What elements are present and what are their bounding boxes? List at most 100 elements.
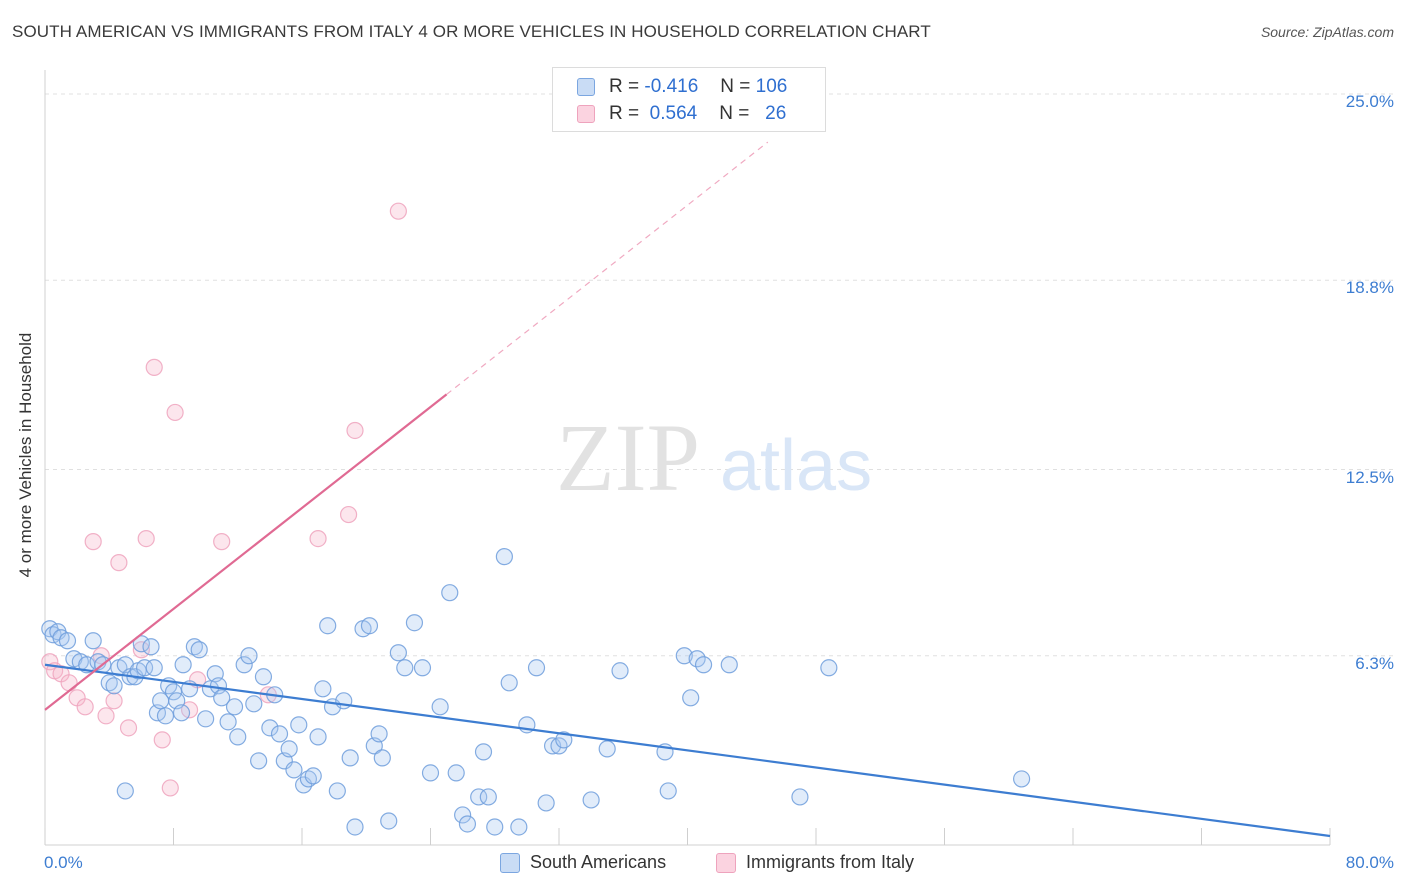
legend-swatch-blue bbox=[577, 78, 595, 96]
data-point bbox=[84, 533, 102, 551]
legend-row-immigrants-from-italy: R = 0.564 N = 26 bbox=[577, 103, 786, 125]
bottom-legend-label: Immigrants from Italy bbox=[746, 852, 915, 872]
data-point bbox=[421, 764, 440, 782]
grid-lines bbox=[45, 93, 1395, 657]
data-point bbox=[174, 656, 192, 674]
data-point bbox=[119, 719, 138, 737]
trend-line-extension bbox=[446, 141, 769, 395]
trend-lines bbox=[44, 141, 1331, 838]
watermark-atlas: atlas bbox=[720, 426, 872, 506]
data-point bbox=[474, 743, 493, 761]
data-point bbox=[328, 782, 346, 800]
legend-n-value: 106 bbox=[755, 76, 788, 97]
data-point bbox=[60, 674, 78, 692]
data-point bbox=[132, 641, 150, 659]
data-point bbox=[235, 656, 253, 674]
data-point bbox=[694, 656, 713, 674]
legend-r-value: -0.416 bbox=[644, 76, 699, 97]
legend-swatch-pink bbox=[577, 105, 595, 123]
data-point bbox=[470, 788, 488, 806]
data-point bbox=[611, 662, 629, 680]
data-point bbox=[495, 548, 513, 566]
data-point bbox=[110, 554, 128, 572]
data-point bbox=[373, 749, 391, 767]
data-point bbox=[389, 202, 407, 220]
data-point bbox=[100, 674, 118, 692]
legend-r-label: R = bbox=[609, 103, 640, 124]
data-point bbox=[380, 812, 398, 830]
watermark-zip: ZIP bbox=[556, 404, 700, 511]
data-point bbox=[431, 698, 449, 716]
data-point bbox=[1012, 770, 1031, 788]
data-point bbox=[213, 689, 231, 707]
data-point bbox=[285, 761, 303, 779]
data-point bbox=[396, 659, 414, 677]
data-point bbox=[219, 713, 237, 731]
data-point bbox=[441, 584, 459, 602]
data-point bbox=[598, 740, 616, 758]
data-point bbox=[156, 707, 175, 725]
legend-n-label: N = bbox=[720, 76, 751, 97]
data-point bbox=[229, 728, 247, 746]
data-point bbox=[341, 749, 359, 767]
data-point bbox=[58, 632, 77, 650]
data-point bbox=[346, 818, 364, 836]
data-point bbox=[132, 635, 150, 653]
data-point bbox=[135, 659, 154, 677]
data-point bbox=[314, 680, 332, 698]
data-point bbox=[76, 698, 94, 716]
series-immigrants-from-italy bbox=[41, 202, 407, 797]
data-point bbox=[142, 638, 160, 656]
data-point bbox=[454, 806, 472, 824]
data-point bbox=[405, 614, 424, 632]
bottom-legend-immigrants-from-italy: Immigrants from Italy bbox=[716, 852, 914, 873]
source-label: Source: ZipAtlas.com bbox=[1260, 24, 1394, 40]
data-point bbox=[97, 707, 115, 725]
bottom-legend-label: South Americans bbox=[530, 852, 667, 872]
y-tick-label: 12.5% bbox=[1345, 467, 1394, 487]
data-point bbox=[190, 641, 208, 659]
y-tick-label: 18.8% bbox=[1345, 278, 1394, 298]
data-point bbox=[261, 719, 279, 737]
data-point bbox=[447, 764, 465, 782]
legend-r-label: R = bbox=[609, 76, 640, 97]
legend-n-value: 26 bbox=[765, 103, 787, 124]
data-point bbox=[510, 818, 528, 836]
data-point bbox=[153, 731, 171, 749]
data-point bbox=[458, 815, 477, 833]
y-tick-label: 6.3% bbox=[1355, 653, 1394, 673]
data-point bbox=[225, 698, 244, 716]
data-point bbox=[675, 647, 693, 665]
data-point bbox=[820, 659, 838, 677]
bottom-legend-swatch-pink bbox=[716, 852, 736, 873]
legend: R = -0.416 N = 106 R = 0.564 N = 26 bbox=[552, 67, 826, 132]
y-tick-label: 25.0% bbox=[1345, 92, 1394, 112]
data-point bbox=[290, 716, 308, 734]
data-point bbox=[720, 656, 738, 674]
data-point bbox=[185, 638, 203, 656]
data-point bbox=[582, 791, 600, 809]
data-point bbox=[164, 683, 183, 701]
data-point bbox=[145, 358, 163, 376]
data-point bbox=[555, 731, 573, 749]
data-point bbox=[280, 740, 298, 758]
data-point bbox=[360, 617, 379, 635]
data-point bbox=[413, 659, 432, 677]
data-point bbox=[172, 704, 191, 722]
series-south-americans bbox=[41, 548, 1031, 836]
data-point bbox=[245, 695, 263, 713]
bottom-legend-south-americans: South Americans bbox=[500, 852, 666, 873]
data-point bbox=[213, 533, 231, 551]
data-point bbox=[270, 725, 289, 743]
legend-n-label: N = bbox=[719, 103, 750, 124]
trend-line-south-americans bbox=[44, 663, 1331, 838]
data-point bbox=[527, 659, 546, 677]
axes bbox=[44, 70, 1331, 846]
data-point bbox=[659, 782, 677, 800]
data-point bbox=[197, 710, 215, 728]
data-point bbox=[688, 650, 706, 668]
data-point bbox=[105, 677, 123, 695]
data-point bbox=[479, 788, 497, 806]
chart-title: SOUTH AMERICAN VS IMMIGRANTS FROM ITALY … bbox=[12, 22, 931, 41]
